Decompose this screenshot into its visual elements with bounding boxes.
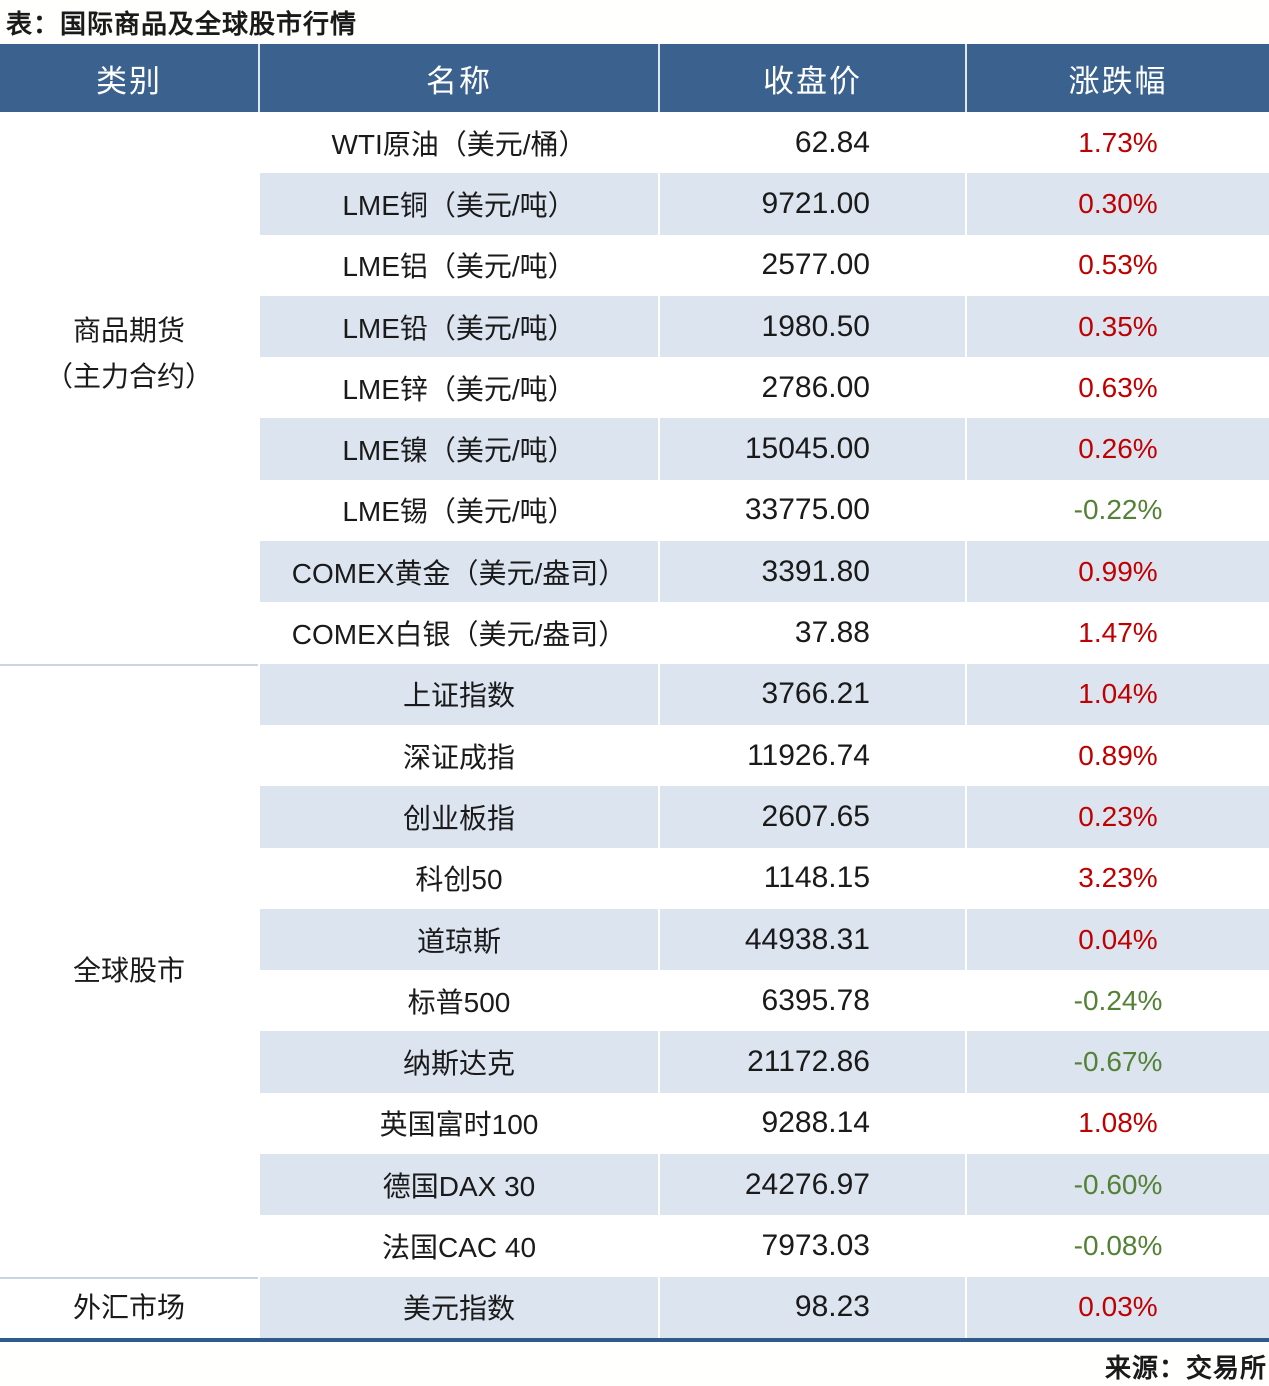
close-cell: 9288.14	[658, 1092, 965, 1155]
close-cell: 2786.00	[658, 357, 965, 419]
close-cell: 6395.78	[658, 970, 965, 1032]
category-label-line2: （主力合约）	[44, 360, 213, 392]
source-note: 来源：交易所	[1104, 1353, 1267, 1383]
close-cell: 98.23	[658, 1276, 965, 1338]
category-label: 全球股市	[73, 948, 185, 994]
change-cell: 0.35%	[965, 295, 1269, 358]
change-cell: 3.23%	[965, 847, 1269, 909]
close-cell: 2607.65	[658, 786, 965, 848]
name-cell: 法国CAC 40	[258, 1215, 658, 1277]
close-cell: 11926.74	[658, 724, 965, 787]
name-cell: COMEX白银（美元/盎司）	[258, 602, 658, 664]
change-cell: 1.47%	[965, 602, 1269, 664]
name-cell: LME铝（美元/吨）	[258, 234, 658, 296]
name-cell: COMEX黄金（美元/盎司）	[258, 541, 658, 603]
close-cell: 62.84	[658, 112, 965, 174]
close-cell: 7973.03	[658, 1215, 965, 1277]
column-header-change: 涨跌幅	[965, 44, 1269, 112]
category-cell-global-stocks: 全球股市	[0, 663, 258, 1277]
name-cell: 英国富时100	[258, 1092, 658, 1155]
close-cell: 2577.00	[658, 234, 965, 296]
name-cell: 美元指数	[258, 1276, 658, 1338]
name-cell: 纳斯达克	[258, 1031, 658, 1093]
change-cell: 0.30%	[965, 173, 1269, 235]
change-cell: 1.04%	[965, 663, 1269, 725]
name-cell: LME锌（美元/吨）	[258, 357, 658, 419]
change-cell: 0.03%	[965, 1276, 1269, 1338]
change-cell: 0.99%	[965, 541, 1269, 603]
close-cell: 44938.31	[658, 908, 965, 971]
category-cell-forex: 外汇市场	[0, 1276, 258, 1338]
name-cell: LME铜（美元/吨）	[258, 173, 658, 235]
name-cell: LME铅（美元/吨）	[258, 295, 658, 358]
change-cell: 0.63%	[965, 357, 1269, 419]
name-cell: 科创50	[258, 847, 658, 909]
category-label: 商品期货 （主力合约）	[45, 308, 213, 400]
close-cell: 3766.21	[658, 663, 965, 725]
name-cell: 标普500	[258, 970, 658, 1032]
close-cell: 3391.80	[658, 541, 965, 603]
close-cell: 15045.00	[658, 418, 965, 480]
change-cell: 1.73%	[965, 112, 1269, 174]
change-cell: 1.08%	[965, 1092, 1269, 1155]
name-cell: LME镍（美元/吨）	[258, 418, 658, 480]
close-cell: 1980.50	[658, 295, 965, 358]
close-cell: 21172.86	[658, 1031, 965, 1093]
change-cell: 0.23%	[965, 786, 1269, 848]
category-label-line1: 全球股市	[72, 955, 185, 987]
close-cell: 9721.00	[658, 173, 965, 235]
name-cell: 道琼斯	[258, 908, 658, 971]
name-cell: LME锡（美元/吨）	[258, 479, 658, 542]
category-label-line1: 外汇市场	[72, 1292, 185, 1324]
table-title: 表：国际商品及全球股市行情	[6, 9, 358, 39]
close-cell: 33775.00	[658, 479, 965, 542]
close-cell: 1148.15	[658, 847, 965, 909]
name-cell: 上证指数	[258, 663, 658, 725]
change-cell: -0.24%	[965, 970, 1269, 1032]
change-cell: 0.04%	[965, 908, 1269, 971]
change-cell: 0.89%	[965, 724, 1269, 787]
category-label-line1: 商品期货	[72, 314, 185, 346]
market-table: 类别 名称 收盘价 涨跌幅 商品期货 （主力合约） WTI原油（美元/桶） 62…	[0, 44, 1269, 1342]
change-cell: -0.08%	[965, 1215, 1269, 1277]
name-cell: 德国DAX 30	[258, 1154, 658, 1216]
name-cell: 深证成指	[258, 724, 658, 787]
category-cell-commodities: 商品期货 （主力合约）	[0, 112, 258, 664]
category-label: 外汇市场	[73, 1285, 185, 1331]
close-cell: 37.88	[658, 602, 965, 664]
change-cell: -0.22%	[965, 479, 1269, 542]
name-cell: WTI原油（美元/桶）	[258, 112, 658, 174]
column-header-category: 类别	[0, 44, 258, 112]
column-header-name: 名称	[258, 44, 658, 112]
change-cell: 0.26%	[965, 418, 1269, 480]
column-header-close: 收盘价	[658, 44, 965, 112]
close-cell: 24276.97	[658, 1154, 965, 1216]
change-cell: -0.67%	[965, 1031, 1269, 1093]
name-cell: 创业板指	[258, 786, 658, 848]
change-cell: 0.53%	[965, 234, 1269, 296]
change-cell: -0.60%	[965, 1154, 1269, 1216]
